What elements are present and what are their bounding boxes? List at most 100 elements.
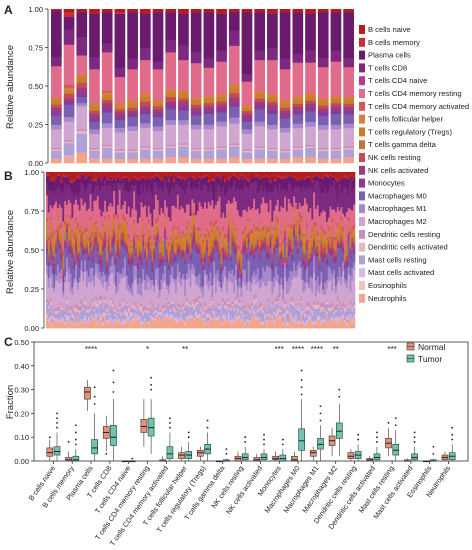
stack-segment	[245, 233, 249, 238]
stack-segment	[258, 309, 261, 318]
stack-segment	[300, 172, 303, 180]
stack-segment	[291, 260, 294, 272]
stack-segment	[165, 239, 169, 245]
stack-segment	[87, 260, 90, 277]
stack-segment	[101, 52, 113, 91]
stack-segment	[169, 262, 172, 275]
stack-segment	[304, 197, 307, 235]
stack-segment	[75, 324, 78, 329]
stack-segment	[335, 261, 338, 286]
legend-swatch	[359, 50, 365, 60]
stack-segment	[189, 215, 192, 233]
stack-segment	[125, 244, 129, 247]
stack-segment	[71, 182, 74, 192]
stack-segment	[140, 319, 143, 325]
stack-segment	[280, 190, 283, 207]
stack-segment	[105, 265, 109, 269]
stack-segment	[85, 320, 89, 325]
stack-segment	[55, 177, 58, 179]
stack-segment	[295, 245, 298, 271]
stack-segment	[127, 158, 138, 164]
stack-segment	[216, 121, 227, 127]
stack-segment	[316, 245, 319, 247]
stack-segment	[255, 302, 258, 317]
stack-segment	[173, 178, 176, 182]
stack-segment	[102, 312, 105, 317]
stack-segment	[296, 276, 299, 307]
stack-segment	[342, 308, 345, 315]
stack-segment	[244, 285, 247, 305]
stack-segment	[228, 102, 240, 107]
stack-segment	[322, 262, 325, 290]
stack-segment	[151, 284, 154, 305]
stack-segment	[65, 315, 69, 321]
stack-segment	[322, 244, 325, 248]
stack-segment	[98, 279, 101, 297]
stack-segment	[238, 266, 241, 270]
stack-segment	[56, 216, 60, 226]
stack-segment	[285, 190, 289, 212]
stack-segment	[160, 320, 163, 323]
stack-segment	[275, 248, 278, 267]
stack-segment	[189, 252, 192, 255]
stack-segment	[349, 275, 352, 292]
stack-segment	[333, 262, 336, 270]
stack-segment	[98, 190, 101, 210]
stack-segment	[116, 174, 120, 177]
stack-segment	[160, 172, 163, 179]
stack-segment	[139, 127, 151, 147]
stack-segment	[216, 279, 219, 304]
stack-segment	[236, 245, 239, 250]
stack-segment	[129, 288, 132, 294]
stack-segment	[262, 234, 265, 240]
stack-segment	[127, 12, 138, 59]
stack-segment	[213, 181, 216, 200]
stack-segment	[218, 309, 221, 316]
stack-segment	[46, 302, 49, 305]
stack-segment	[242, 300, 245, 303]
stack-segment	[205, 208, 209, 229]
stack-segment	[115, 172, 118, 179]
stack-segment	[300, 279, 303, 296]
stack-segment	[160, 207, 163, 237]
outlier-point	[413, 441, 416, 443]
stack-segment	[249, 246, 252, 249]
stack-segment	[75, 221, 78, 229]
stack-segment	[196, 253, 199, 277]
stack-segment	[102, 238, 105, 246]
stack-segment	[71, 313, 74, 319]
outlier-point	[376, 436, 378, 439]
stack-segment	[220, 312, 223, 323]
stack-segment	[164, 237, 167, 266]
stack-segment	[145, 216, 149, 243]
stack-segment	[240, 273, 243, 277]
stack-segment	[311, 246, 314, 255]
stack-segment	[331, 318, 334, 329]
stack-segment	[178, 93, 189, 99]
stack-segment	[69, 188, 72, 203]
stack-segment	[347, 225, 350, 232]
stack-segment	[316, 231, 319, 236]
stack-segment	[105, 304, 109, 309]
stack-segment	[311, 306, 314, 311]
stack-segment	[295, 172, 298, 179]
stack-segment	[278, 183, 281, 212]
stack-segment	[251, 229, 254, 234]
stack-segment	[224, 181, 227, 196]
stack-segment	[46, 265, 49, 275]
stack-segment	[153, 177, 156, 179]
stack-segment	[53, 291, 56, 306]
stack-segment	[138, 249, 141, 254]
stack-segment	[165, 237, 169, 240]
stack-segment	[325, 313, 329, 329]
stack-segment	[276, 176, 279, 192]
stack-segment	[95, 236, 98, 241]
stack-segment	[344, 261, 347, 265]
stack-segment	[173, 254, 176, 258]
stack-segment	[213, 248, 216, 251]
stack-segment	[289, 237, 292, 241]
stack-segment	[311, 218, 314, 229]
stack-segment	[195, 227, 198, 230]
stack-segment	[202, 243, 205, 247]
stack-segment	[91, 236, 94, 240]
